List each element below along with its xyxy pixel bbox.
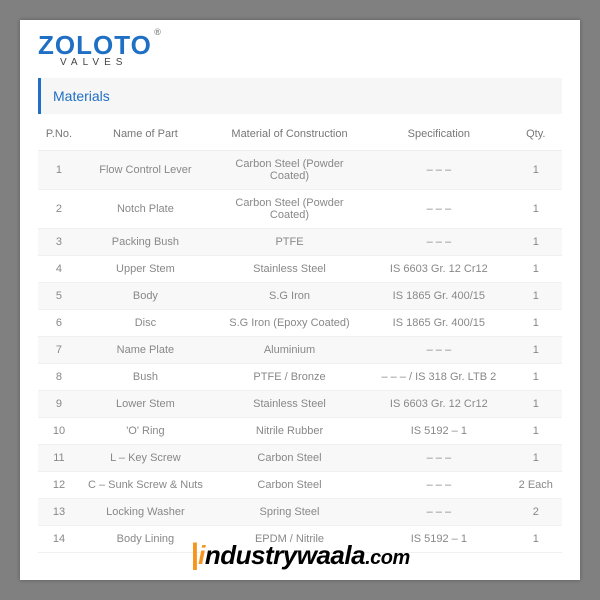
table-row: 5BodyS.G IronIS 1865 Gr. 400/151 [38,283,562,310]
table-cell: S.G Iron (Epoxy Coated) [211,310,368,337]
table-row: 2Notch PlateCarbon Steel (Powder Coated)… [38,190,562,229]
table-cell: 1 [38,151,80,190]
table-row: 7Name PlateAluminium– – –1 [38,337,562,364]
col-name: Name of Part [80,118,211,151]
table-cell: Locking Washer [80,499,211,526]
table-cell: 1 [510,391,562,418]
table-cell: – – – [368,337,509,364]
table-cell: Upper Stem [80,256,211,283]
table-cell: – – – [368,472,509,499]
table-cell: 9 [38,391,80,418]
table-cell: 3 [38,229,80,256]
table-cell: Stainless Steel [211,391,368,418]
table-cell: Carbon Steel [211,445,368,472]
table-cell: Aluminium [211,337,368,364]
table-cell: Carbon Steel (Powder Coated) [211,190,368,229]
table-cell: PTFE / Bronze [211,364,368,391]
table-cell: 10 [38,418,80,445]
table-cell: 13 [38,499,80,526]
table-cell: Packing Bush [80,229,211,256]
table-cell: Flow Control Lever [80,151,211,190]
table-cell: IS 6603 Gr. 12 Cr12 [368,256,509,283]
table-cell: 7 [38,337,80,364]
table-cell: IS 5192 – 1 [368,418,509,445]
table-cell: 6 [38,310,80,337]
bar-icon: | [190,538,198,571]
table-cell: – – – / IS 318 Gr. LTB 2 [368,364,509,391]
table-row: 10'O' RingNitrile RubberIS 5192 – 11 [38,418,562,445]
table-cell: 1 [510,418,562,445]
table-row: 3Packing BushPTFE– – –1 [38,229,562,256]
table-row: 12C – Sunk Screw & NutsCarbon Steel– – –… [38,472,562,499]
table-cell: 2 [38,190,80,229]
brand-name: ZOLOTO ® [38,32,152,58]
table-cell: Carbon Steel (Powder Coated) [211,151,368,190]
table-cell: IS 6603 Gr. 12 Cr12 [368,391,509,418]
table-cell: Carbon Steel [211,472,368,499]
table-cell: 14 [38,526,80,553]
table-row: 8BushPTFE / Bronze– – – / IS 318 Gr. LTB… [38,364,562,391]
table-row: 4Upper StemStainless SteelIS 6603 Gr. 12… [38,256,562,283]
table-row: 6DiscS.G Iron (Epoxy Coated)IS 1865 Gr. … [38,310,562,337]
table-cell: IS 1865 Gr. 400/15 [368,283,509,310]
table-cell: Lower Stem [80,391,211,418]
brand-block: ZOLOTO ® VALVES [38,32,562,68]
table-cell: – – – [368,445,509,472]
table-cell: – – – [368,499,509,526]
table-cell: 1 [510,526,562,553]
col-pno: P.No. [38,118,80,151]
table-cell: PTFE [211,229,368,256]
table-cell: C – Sunk Screw & Nuts [80,472,211,499]
table-cell: Spring Steel [211,499,368,526]
table-cell: 1 [510,364,562,391]
registered-mark: ® [154,28,162,37]
table-cell: Notch Plate [80,190,211,229]
brand-name-text: ZOLOTO [38,30,152,60]
document-page: ZOLOTO ® VALVES Materials P.No. Name of … [20,20,580,580]
table-cell: 1 [510,337,562,364]
col-material: Material of Construction [211,118,368,151]
section-title: Materials [38,78,562,114]
table-cell: Stainless Steel [211,256,368,283]
table-cell: 1 [510,151,562,190]
materials-table: P.No. Name of Part Material of Construct… [38,118,562,553]
col-qty: Qty. [510,118,562,151]
table-row: 1Flow Control LeverCarbon Steel (Powder … [38,151,562,190]
table-cell: S.G Iron [211,283,368,310]
table-cell: 1 [510,229,562,256]
table-cell: L – Key Screw [80,445,211,472]
table-row: 9Lower StemStainless SteelIS 6603 Gr. 12… [38,391,562,418]
table-row: 13Locking WasherSpring Steel– – –2 [38,499,562,526]
table-cell: IS 1865 Gr. 400/15 [368,310,509,337]
table-cell: Bush [80,364,211,391]
col-spec: Specification [368,118,509,151]
table-cell: – – – [368,151,509,190]
table-cell: 1 [510,190,562,229]
table-cell: 8 [38,364,80,391]
table-cell: 1 [510,283,562,310]
table-cell: 2 Each [510,472,562,499]
table-row: 11L – Key ScrewCarbon Steel– – –1 [38,445,562,472]
table-cell: 11 [38,445,80,472]
table-cell: Disc [80,310,211,337]
table-cell: 2 [510,499,562,526]
table-cell: 4 [38,256,80,283]
table-cell: Name Plate [80,337,211,364]
table-cell: 12 [38,472,80,499]
table-cell: 5 [38,283,80,310]
table-cell: 1 [510,310,562,337]
table-cell: – – – [368,190,509,229]
table-cell: 'O' Ring [80,418,211,445]
table-cell: 1 [510,256,562,283]
footer-brand: |industrywaala.com [190,538,410,572]
table-header-row: P.No. Name of Part Material of Construct… [38,118,562,151]
footer-logo: |industrywaala.com [190,538,410,572]
table-cell: Body [80,283,211,310]
table-body: 1Flow Control LeverCarbon Steel (Powder … [38,151,562,553]
table-cell: – – – [368,229,509,256]
table-cell: Nitrile Rubber [211,418,368,445]
table-cell: 1 [510,445,562,472]
